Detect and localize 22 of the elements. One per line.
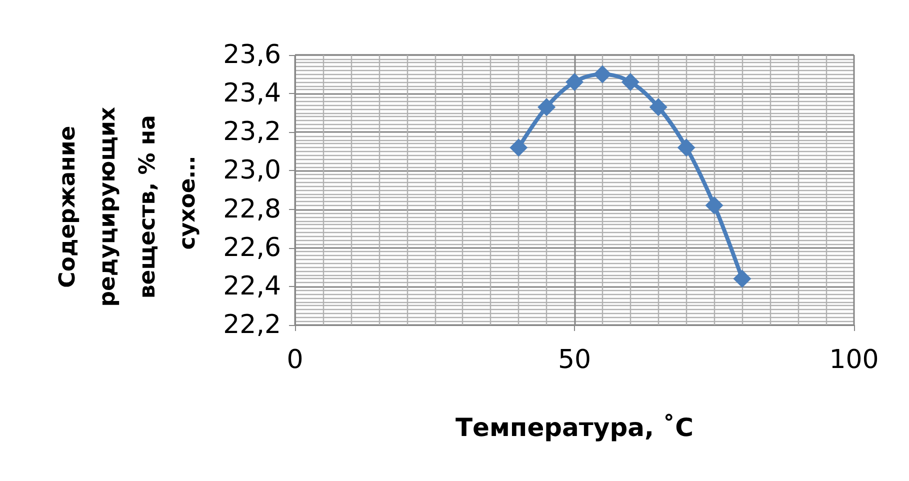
- point: [649, 98, 668, 116]
- y-tick-label: 23,2: [223, 117, 281, 148]
- point: [677, 138, 696, 157]
- x-tick-label: 0: [286, 345, 304, 375]
- point: [705, 196, 724, 214]
- y-tick-label: 22,2: [223, 310, 281, 340]
- point: [538, 98, 556, 116]
- y-tick-label: 22,6: [223, 232, 281, 263]
- point: [566, 73, 584, 91]
- y-tick-label: 23,6: [223, 40, 281, 70]
- x-tick-label: 50: [558, 345, 592, 375]
- point: [733, 270, 752, 288]
- y-tick-label: 22,4: [223, 271, 281, 302]
- x-tick-label: 100: [829, 345, 879, 375]
- point: [621, 73, 640, 91]
- x-axis-title: Температура, ˚C: [455, 413, 694, 442]
- point: [593, 65, 612, 84]
- y-tick-label: 23,4: [223, 78, 281, 109]
- point: [510, 138, 528, 157]
- y-axis-title: Содержание редуцирующих веществ, % на сухое…: [56, 99, 200, 307]
- y-tick-label: 22,8: [223, 194, 281, 224]
- y-tick-label: 23,0: [223, 156, 281, 186]
